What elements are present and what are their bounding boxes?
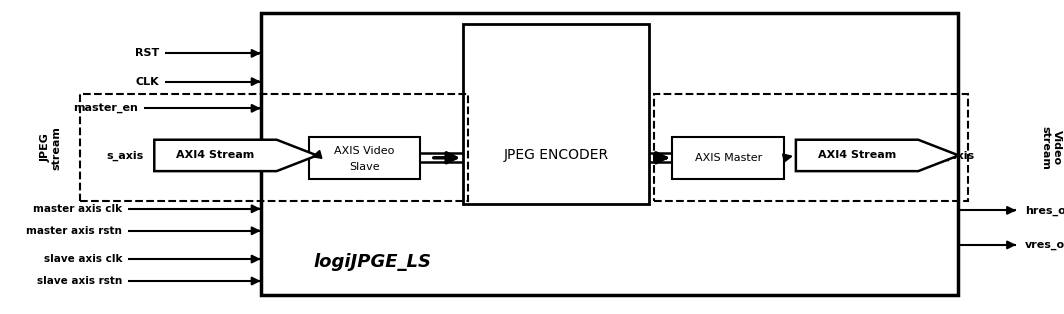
Text: JPEG ENCODER: JPEG ENCODER	[504, 149, 609, 162]
Text: master axis rstn: master axis rstn	[27, 226, 122, 236]
Text: logiJPGE_LS: logiJPGE_LS	[314, 253, 431, 271]
Text: s_axis: s_axis	[106, 150, 144, 160]
Text: master_en: master_en	[73, 103, 138, 113]
Text: JPEG
stream: JPEG stream	[40, 126, 62, 170]
Text: AXIS Video: AXIS Video	[334, 146, 395, 156]
Text: Slave: Slave	[349, 162, 380, 172]
Text: Video
stream: Video stream	[1041, 126, 1062, 170]
Text: m_axis: m_axis	[932, 150, 975, 160]
Text: RST: RST	[135, 48, 160, 58]
Text: AXI4 Stream: AXI4 Stream	[818, 150, 896, 160]
Text: slave axis clk: slave axis clk	[44, 254, 122, 264]
Text: AXI4 Stream: AXI4 Stream	[177, 150, 254, 160]
FancyBboxPatch shape	[672, 137, 784, 179]
Polygon shape	[154, 140, 317, 171]
Text: hres_o: hres_o	[1025, 205, 1064, 215]
FancyBboxPatch shape	[309, 137, 420, 179]
FancyBboxPatch shape	[463, 24, 649, 204]
Text: slave axis rstn: slave axis rstn	[37, 276, 122, 286]
FancyBboxPatch shape	[261, 13, 958, 295]
Text: vres_o: vres_o	[1025, 240, 1064, 250]
Polygon shape	[796, 140, 959, 171]
Text: master axis clk: master axis clk	[33, 204, 122, 214]
Text: CLK: CLK	[136, 77, 160, 87]
Text: AXIS Master: AXIS Master	[695, 153, 762, 163]
